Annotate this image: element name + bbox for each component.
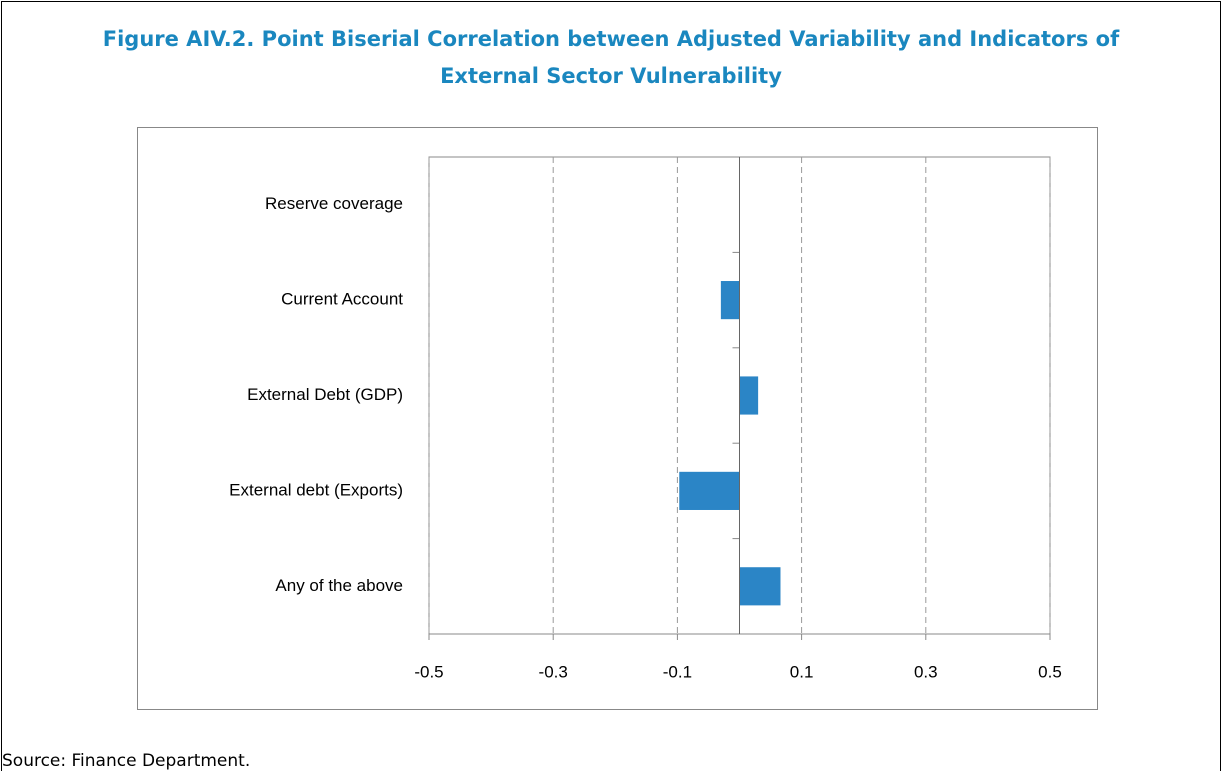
chart-title: External Sector Vulnerability (440, 64, 782, 88)
x-tick-label: -0.1 (663, 662, 692, 681)
x-tick-label: 0.1 (790, 662, 814, 681)
chart-title: Figure AIV.2. Point Biserial Correlation… (103, 27, 1120, 51)
source-note: Source: Finance Department. (2, 751, 250, 771)
y-tick-label: Reserve coverage (265, 194, 403, 213)
bar (720, 281, 740, 320)
bar (739, 567, 781, 606)
x-tick-label: -0.3 (539, 662, 568, 681)
bar (739, 376, 759, 415)
bar (679, 471, 740, 510)
x-tick-label: 0.3 (914, 662, 938, 681)
chart-frame (137, 127, 1098, 710)
y-tick-label: Any of the above (275, 576, 403, 595)
x-tick-label: 0.5 (1038, 662, 1062, 681)
y-tick-label: External Debt (GDP) (247, 385, 403, 404)
y-tick-label: External debt (Exports) (229, 480, 403, 499)
x-tick-label: -0.5 (414, 662, 443, 681)
y-tick-label: Current Account (281, 290, 403, 309)
